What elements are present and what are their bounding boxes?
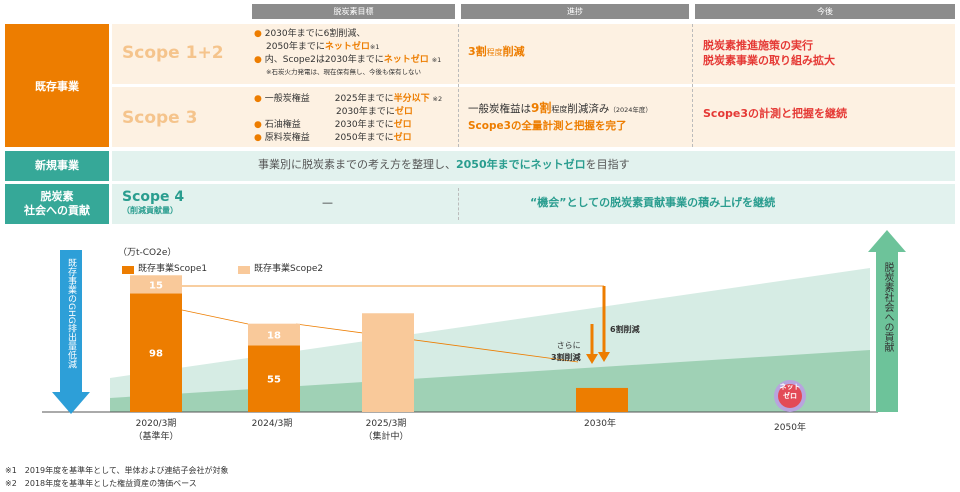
- left-arrow-label: 既存事業のGHG排出量低減: [66, 258, 76, 369]
- scope12-goal: ● 2030年までに6割削減、 2050年までにネットゼロ※1 ● 内、Scop…: [254, 29, 442, 76]
- bars-group: [130, 275, 628, 412]
- header-goal: 脱炭素目標: [252, 4, 455, 19]
- footnote-2: ※2 2018年度を基準年とした権益資産の簿価ベース: [5, 479, 197, 488]
- legend-scope2-label: 既存事業Scope2: [254, 264, 324, 274]
- scope12-progress: 3割程度削減: [468, 45, 525, 58]
- right-arrow-label: 脱炭素社会への貢献: [882, 262, 893, 352]
- legend-scope1-swatch: [122, 266, 134, 274]
- legend-scope2-swatch: [238, 266, 250, 274]
- legend-scope1-label: 既存事業Scope1: [138, 264, 208, 274]
- new-text: 事業別に脱炭素までの考え方を整理し、2050年までにネットゼロを目指す: [258, 158, 630, 171]
- bar-scope1: [130, 293, 182, 412]
- right-arrow-shaft: [876, 252, 898, 412]
- bar-value-scope1: 98: [149, 349, 163, 360]
- row-new-bg: [112, 151, 955, 181]
- separator: [458, 188, 459, 220]
- scope3-progress: 一般炭権益は9割程度削減済み（2024年度） Scope3の全量計測と把握を完了: [468, 101, 652, 132]
- row-label-contribution: 脱炭素 社会への貢献: [5, 184, 109, 224]
- net-zero-globe: [778, 384, 802, 408]
- down-arrow-3: [586, 354, 598, 364]
- bar-value-scope1: 55: [267, 375, 281, 386]
- scope3-goal: ● 一般炭権益 2025年までに半分以下 ※2 2030年までにゼロ ● 石油権益…: [254, 94, 443, 143]
- emissions-chart: 98 15 55 18: [42, 230, 906, 414]
- scope3-label: Scope 3: [122, 108, 198, 128]
- bar-value-scope2: 15: [149, 280, 163, 291]
- trend-line: [295, 323, 579, 363]
- bar-pending: [362, 313, 414, 412]
- scope12-label: Scope 1+2: [122, 43, 224, 63]
- row-contribution-bg: [112, 184, 955, 224]
- down-arrow-6: [598, 352, 610, 362]
- header-future: 今後: [695, 4, 955, 19]
- contribution-goal: —: [322, 196, 333, 209]
- row-scope12-bg: [112, 24, 955, 84]
- bar-labels-group: 98 15 55 18: [149, 280, 281, 385]
- x-label-2050: 2050年: [774, 423, 806, 433]
- bar-target-2030: [576, 387, 628, 412]
- trend-line: [181, 309, 249, 325]
- contribution-future: “機会”としての脱炭素貢献事業の積み上げを継続: [530, 196, 776, 209]
- x-label-2025: 2025/3期 （集計中）: [363, 419, 409, 442]
- annotation-six: 6割削減: [610, 325, 640, 334]
- bar-scope2: [248, 323, 300, 346]
- bar-value-scope2: 18: [267, 331, 281, 342]
- separator: [692, 24, 693, 147]
- row-label-existing: 既存事業: [5, 24, 109, 147]
- scope3-future: Scope3の計測と把握を継続: [703, 107, 847, 120]
- footnote-1: ※1 2019年度を基準年として、単体および連結子会社が対象: [5, 466, 229, 475]
- net-zero-label: ネット ゼロ: [779, 383, 801, 400]
- x-label-2024: 2024/3期: [251, 419, 293, 429]
- separator: [458, 24, 459, 147]
- row-scope3-bg: [112, 87, 955, 147]
- row-label-new: 新規事業: [5, 151, 109, 181]
- left-arrow-shaft: [60, 250, 82, 394]
- scope12-future: 脱炭素推進施策の実行 脱炭素事業の取り組み拡大: [703, 39, 835, 67]
- x-label-2020: 2020/3期 （基準年）: [133, 419, 179, 442]
- scope4-label: Scope 4 （削減貢献量）: [122, 189, 185, 215]
- header-progress: 進捗: [461, 4, 689, 19]
- bar-scope1: [248, 345, 300, 412]
- left-arrow-head: [52, 392, 90, 414]
- x-label-2030: 2030年: [584, 419, 616, 429]
- bar-scope2: [130, 275, 182, 294]
- chart-unit: （万t-CO2e）: [118, 248, 177, 258]
- right-arrow-head: [868, 230, 906, 252]
- annotation-further: さらに 3割削減: [551, 341, 581, 362]
